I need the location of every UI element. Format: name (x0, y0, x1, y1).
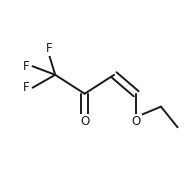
Text: O: O (80, 115, 89, 128)
Text: F: F (23, 60, 30, 73)
Text: F: F (45, 42, 52, 55)
Text: F: F (23, 81, 30, 94)
Text: O: O (132, 115, 141, 128)
